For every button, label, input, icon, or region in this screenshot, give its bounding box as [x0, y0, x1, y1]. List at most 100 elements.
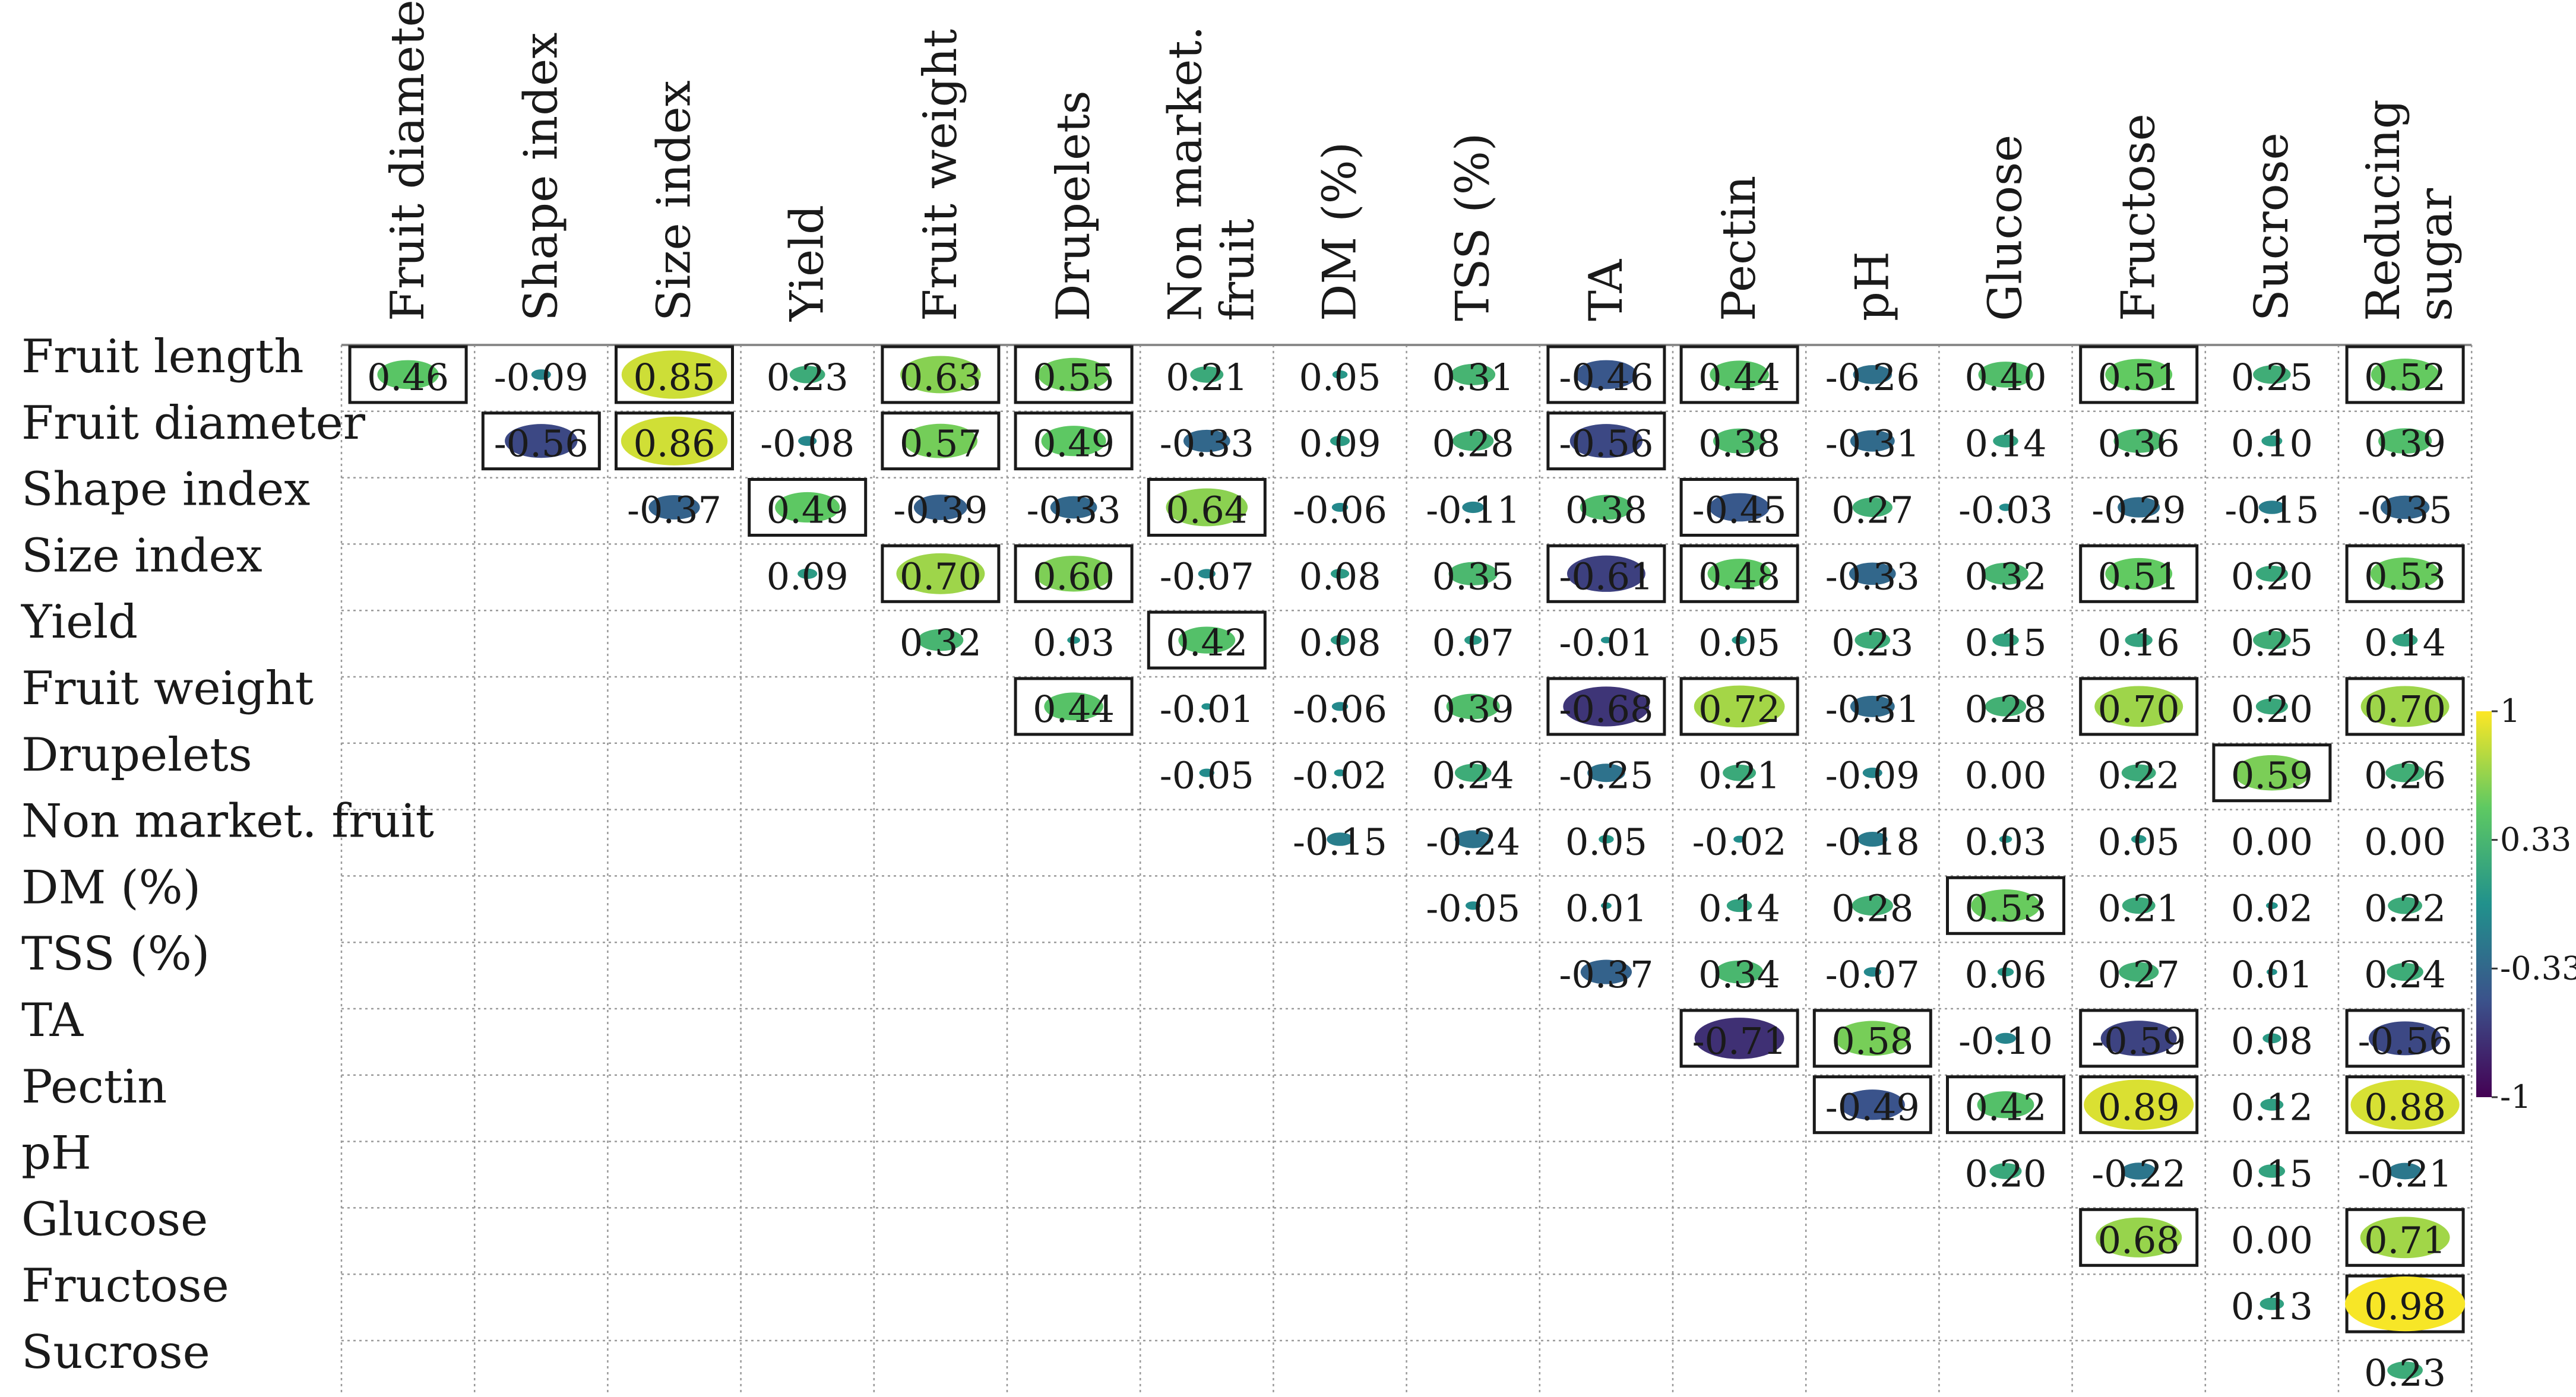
cell-value: -0.45 — [1692, 489, 1787, 532]
column-label-line: Fruit diameter — [381, 0, 435, 321]
correlation-ellipse — [2253, 365, 2291, 384]
cell-value: 0.27 — [2098, 953, 2180, 996]
cell-yield-non-market-fruit: 0.42 — [1147, 610, 1267, 670]
correlation-ellipse — [1580, 959, 1632, 984]
cell-value: 0.02 — [2231, 886, 2313, 930]
significance-box — [2345, 1009, 2465, 1068]
column-label-fruit-weight: Fruit weight — [914, 29, 967, 321]
column-label-line: Yield — [781, 205, 834, 322]
column-label-fructose: Fructose — [2112, 113, 2166, 321]
correlation-ellipse — [2350, 1079, 2460, 1130]
cell-size-index-pectin: 0.48 — [1679, 544, 1799, 603]
cell-value: -0.21 — [2358, 1152, 2452, 1196]
cell-shape-index-size-index: -0.37 — [627, 489, 721, 532]
significance-box — [2079, 544, 2199, 603]
correlation-ellipse — [1599, 835, 1614, 844]
correlation-ellipse — [1985, 696, 2027, 717]
correlation-ellipse — [2119, 962, 2159, 982]
correlation-ellipse — [1201, 703, 1213, 710]
cell-value: 0.85 — [633, 356, 715, 399]
cell-value: 0.20 — [1964, 1152, 2046, 1196]
cell-fruit-diameter-reducing-sugar: 0.39 — [2364, 422, 2446, 465]
cell-fruit-length-fruit-weight: 0.63 — [881, 345, 1001, 404]
correlation-ellipse — [1563, 686, 1650, 727]
correlation-ellipse — [2255, 698, 2288, 715]
correlation-ellipse — [2266, 968, 2277, 975]
column-label-line: sugar — [2409, 188, 2463, 321]
cell-size-index-ph: -0.33 — [1825, 555, 1920, 598]
column-label-dm: DM (%) — [1314, 142, 1367, 321]
cell-yield-drupelets: 0.03 — [1033, 621, 1115, 664]
correlation-ellipse — [1575, 360, 1637, 389]
cell-value: -0.15 — [2224, 489, 2319, 532]
cell-non-market-fruit-ph: -0.18 — [1825, 821, 1920, 864]
cell-value: 0.32 — [1964, 555, 2046, 598]
cell-shape-index-fructose: -0.29 — [2091, 489, 2186, 532]
column-label-drupelets: Drupelets — [1047, 90, 1100, 321]
correlation-ellipse — [1853, 365, 1892, 384]
correlation-ellipse — [2378, 428, 2432, 454]
cell-value: 0.20 — [2231, 688, 2313, 731]
cell-tss-reducing-sugar: 0.24 — [2364, 953, 2446, 996]
correlation-ellipse — [1713, 428, 1766, 454]
cell-yield-dm: 0.08 — [1299, 621, 1381, 664]
cell-shape-index-sucrose: -0.15 — [2224, 489, 2319, 532]
cell-value: 0.06 — [1964, 953, 2046, 996]
cell-fruit-diameter-tss: 0.28 — [1432, 422, 1514, 465]
cell-size-index-non-market-fruit: -0.07 — [1160, 555, 1254, 598]
cell-fruit-length-dm: 0.05 — [1299, 356, 1381, 399]
correlation-ellipse — [1852, 895, 1893, 916]
cell-value: 0.53 — [2364, 555, 2446, 598]
cell-shape-index-pectin: -0.45 — [1679, 478, 1799, 537]
cell-value: 0.31 — [1432, 356, 1514, 399]
cell-value: 0.00 — [1964, 754, 2046, 797]
cell-value: 0.38 — [1565, 489, 1647, 532]
significance-box — [1147, 610, 1267, 670]
row-label-fruit-length: Fruit length — [21, 330, 304, 384]
correlation-ellipse — [2131, 835, 2147, 844]
cell-fruit-weight-reducing-sugar: 0.70 — [2345, 677, 2465, 736]
row-label-size-index: Size index — [21, 529, 262, 582]
correlation-ellipse — [1580, 495, 1632, 520]
column-label-tss: TSS (%) — [1447, 133, 1500, 321]
correlation-ellipse — [1451, 363, 1496, 385]
correlation-ellipse — [1707, 559, 1771, 589]
correlation-ellipse — [621, 350, 727, 399]
cell-value: -0.33 — [1825, 555, 1920, 598]
correlation-ellipse — [1852, 498, 1893, 517]
cell-value: 0.55 — [1033, 356, 1115, 399]
colorbar-tick-label: 1 — [2500, 692, 2520, 730]
significance-box — [1812, 1009, 1932, 1068]
correlation-ellipse — [2380, 495, 2430, 519]
colorbar-tick-label: 0.33 — [2500, 821, 2571, 859]
cell-value: 0.07 — [1432, 621, 1514, 664]
cell-value: -0.07 — [1825, 953, 1920, 996]
column-label-shape-index: Shape index — [514, 33, 568, 321]
row-label-yield: Yield — [21, 595, 138, 649]
significance-box — [1014, 345, 1134, 404]
correlation-ellipse — [1464, 635, 1482, 645]
cell-size-index-sucrose: 0.20 — [2231, 555, 2313, 598]
cell-value: -0.06 — [1293, 489, 1387, 532]
cell-dm-fructose: 0.21 — [2098, 886, 2180, 930]
correlation-ellipse — [1044, 692, 1103, 721]
cell-pectin-reducing-sugar: 0.88 — [2345, 1075, 2465, 1135]
correlation-ellipse — [1327, 832, 1353, 846]
cell-size-index-ta: -0.61 — [1546, 544, 1666, 603]
correlation-ellipse — [1733, 835, 1746, 843]
cell-value: 0.00 — [2364, 821, 2446, 864]
correlation-ellipse — [2371, 359, 2439, 391]
correlation-ellipse — [1999, 503, 2012, 511]
correlation-ellipse — [1067, 636, 1080, 644]
row-label-dm: DM (%) — [21, 861, 201, 914]
cell-value: -0.56 — [1559, 422, 1653, 465]
cell-fruit-weight-ta: -0.68 — [1546, 677, 1666, 736]
cell-value: -0.11 — [1426, 489, 1520, 532]
cell-ph-sucrose: 0.15 — [2231, 1152, 2313, 1196]
cell-value: -0.01 — [1160, 688, 1254, 731]
row-label-pectin: Pectin — [21, 1060, 167, 1114]
correlation-ellipse — [1840, 1089, 1905, 1120]
cell-value: -0.35 — [2358, 489, 2452, 532]
cell-size-index-fructose: 0.51 — [2079, 544, 2199, 603]
cell-value: 0.24 — [2364, 953, 2446, 996]
